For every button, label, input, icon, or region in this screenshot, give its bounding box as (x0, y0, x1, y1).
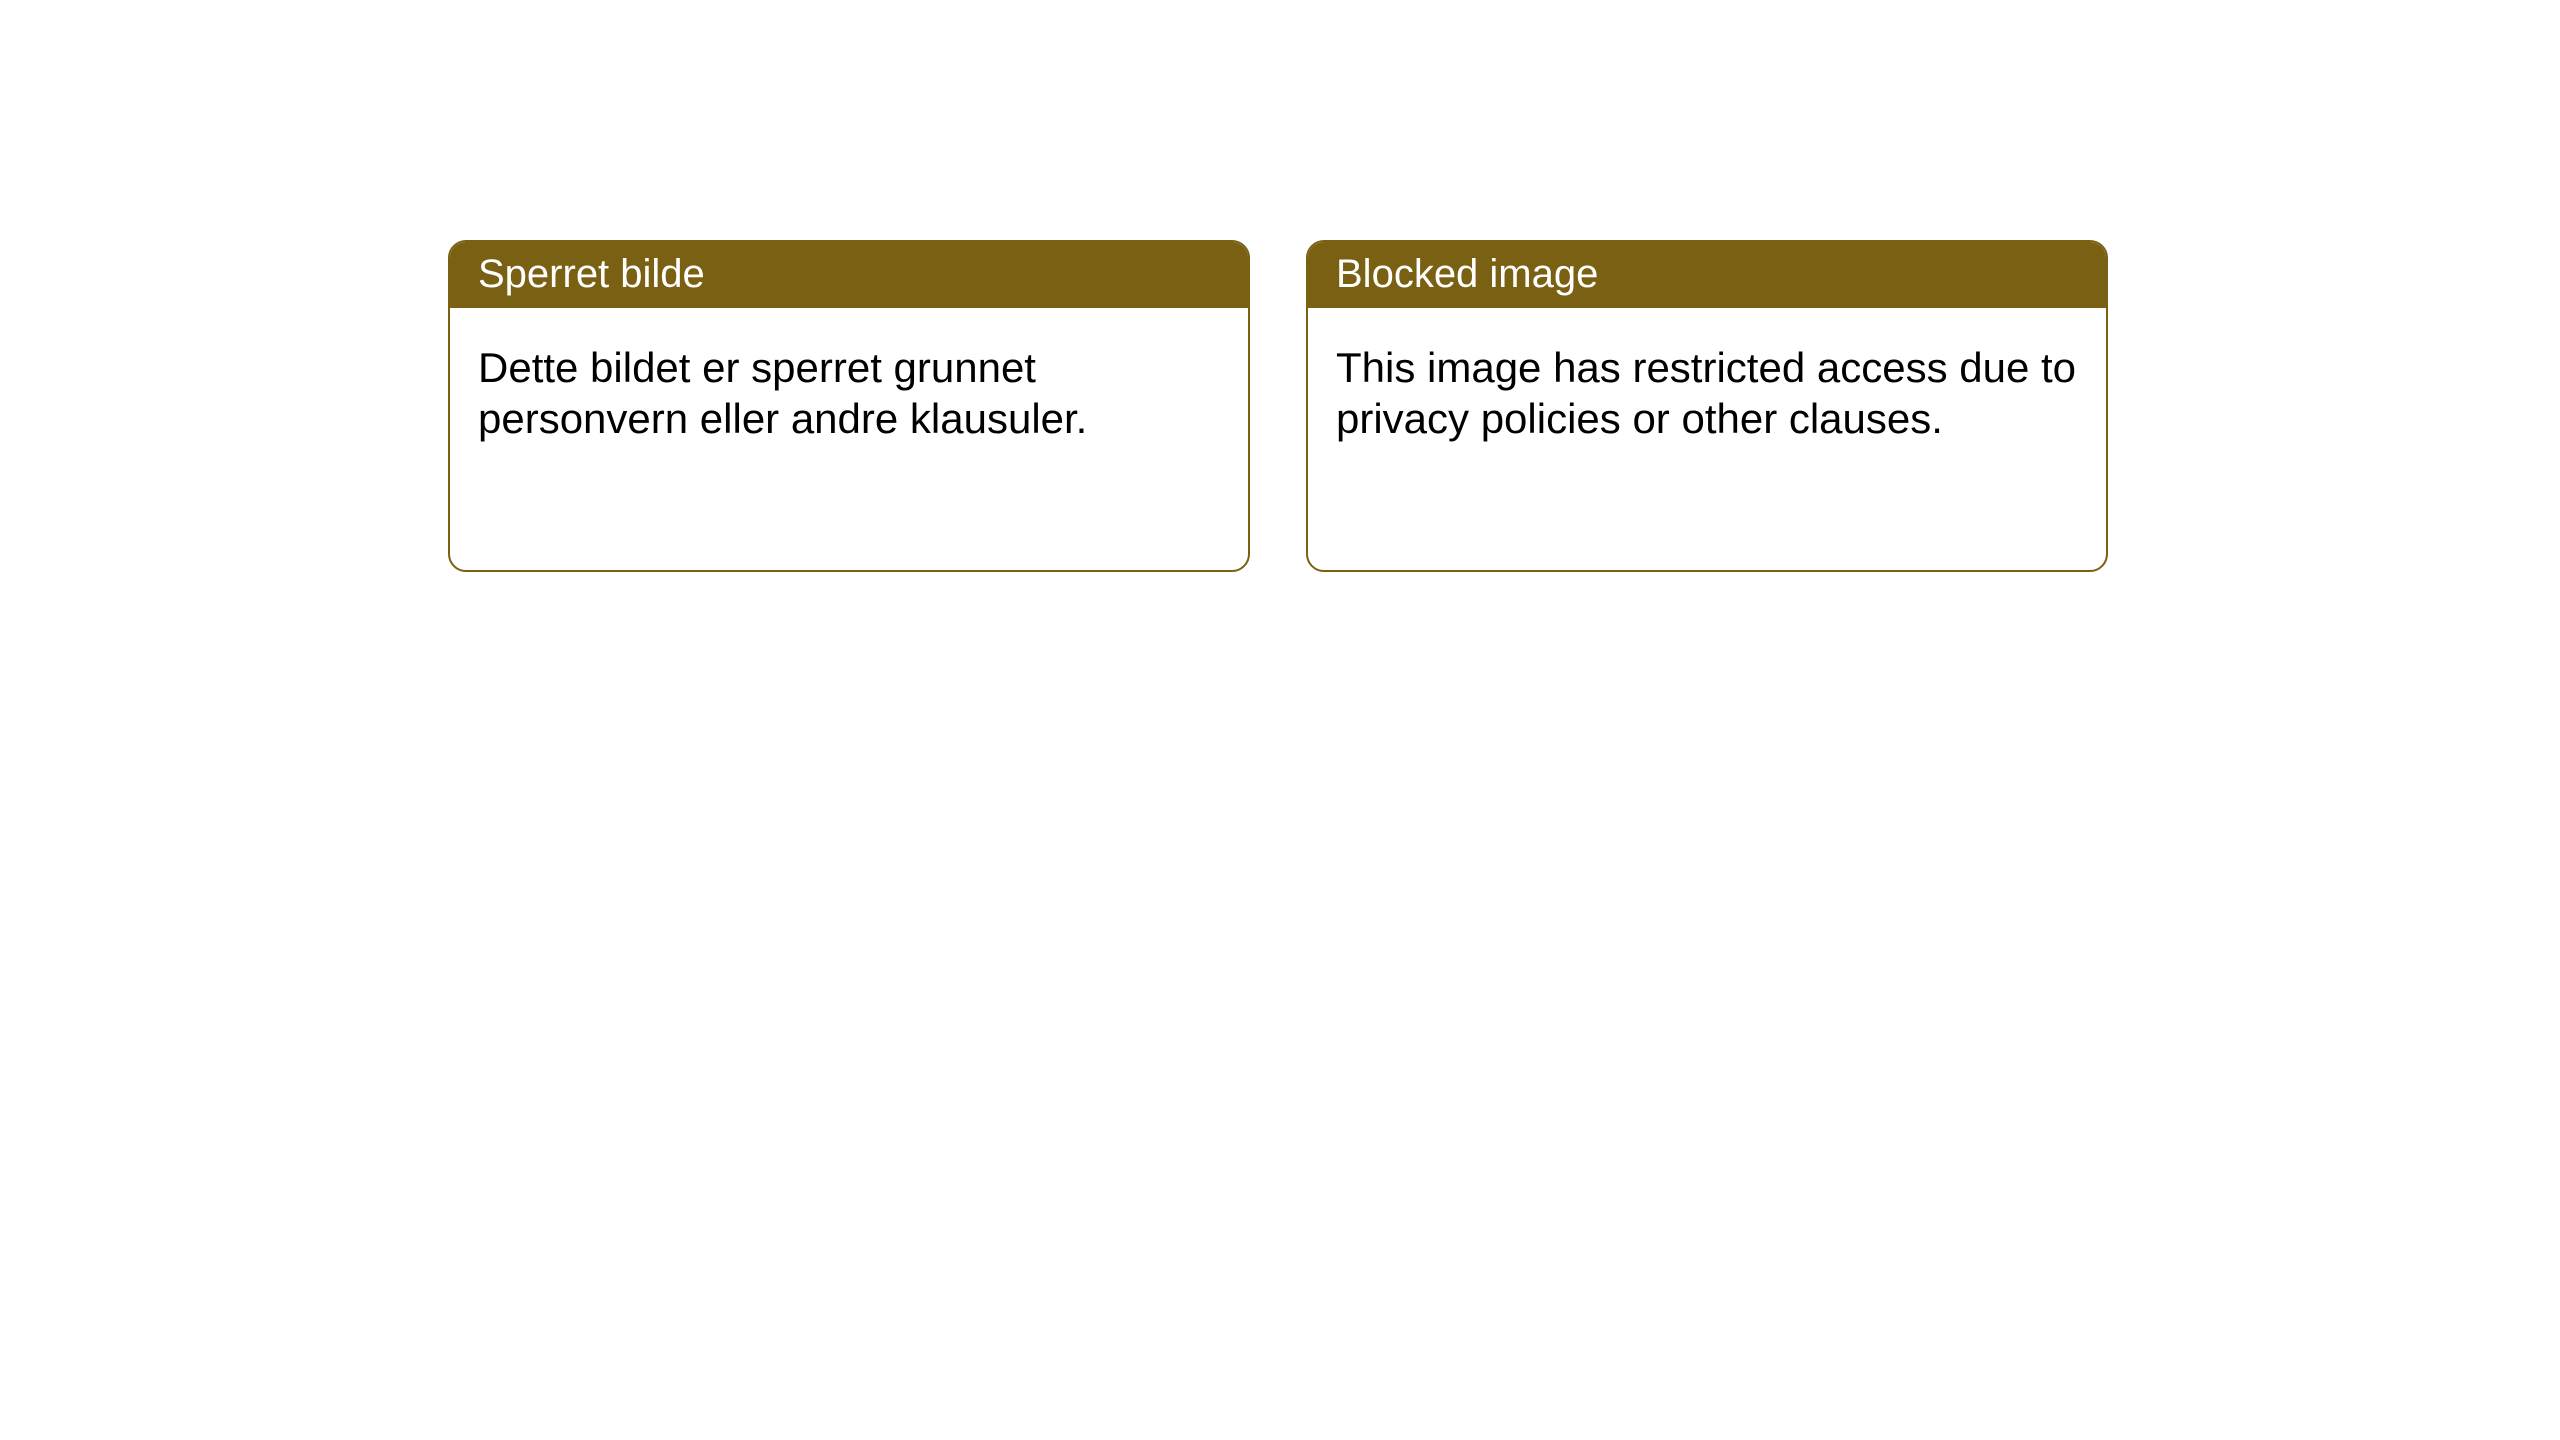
notice-box-norwegian: Sperret bilde Dette bildet er sperret gr… (448, 240, 1250, 572)
notice-body-norwegian: Dette bildet er sperret grunnet personve… (450, 308, 1248, 478)
notice-body-english: This image has restricted access due to … (1308, 308, 2106, 478)
notice-box-english: Blocked image This image has restricted … (1306, 240, 2108, 572)
notice-container: Sperret bilde Dette bildet er sperret gr… (448, 240, 2108, 572)
notice-header-english: Blocked image (1308, 242, 2106, 308)
notice-header-norwegian: Sperret bilde (450, 242, 1248, 308)
